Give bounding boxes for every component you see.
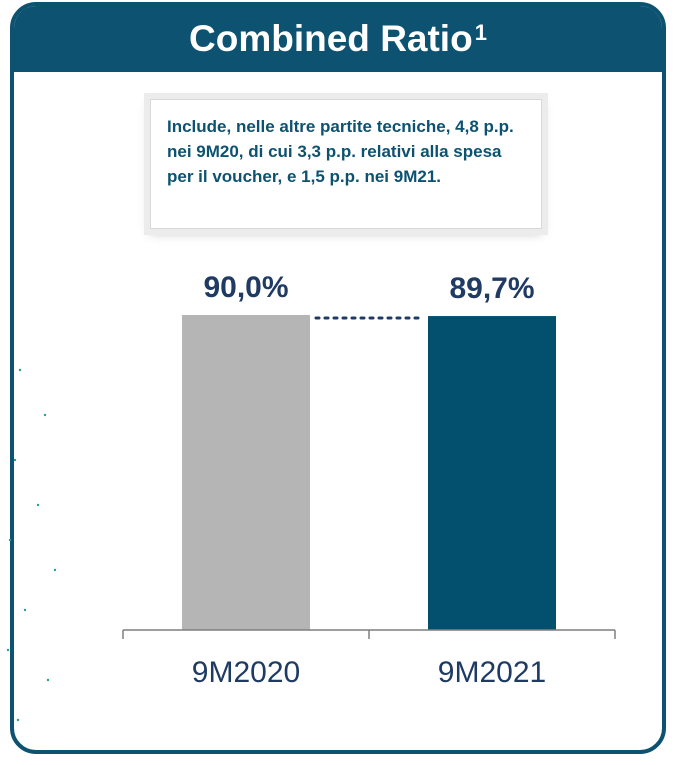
category-label-9M2021: 9M2021 [438,656,546,689]
chart-title: Combined Ratio [189,18,473,59]
category-label-9M2020: 9M2020 [192,656,300,689]
bar-9M2021 [428,316,556,630]
footnote-marker: 1 [474,20,487,45]
chart-header: Combined Ratio 1 [14,6,662,72]
bar-9M2020 [182,315,310,630]
data-label-9M2020: 90,0% [203,271,288,304]
data-label-9M2021: 89,7% [449,272,534,305]
note-box: Include, nelle altre partite tecniche, 4… [150,99,542,229]
chart-card: Combined Ratio 1 Include, nelle altre par… [10,2,666,754]
note-text: Include, nelle altre partite tecniche, 4… [167,117,514,186]
decorative-dots [6,368,57,722]
